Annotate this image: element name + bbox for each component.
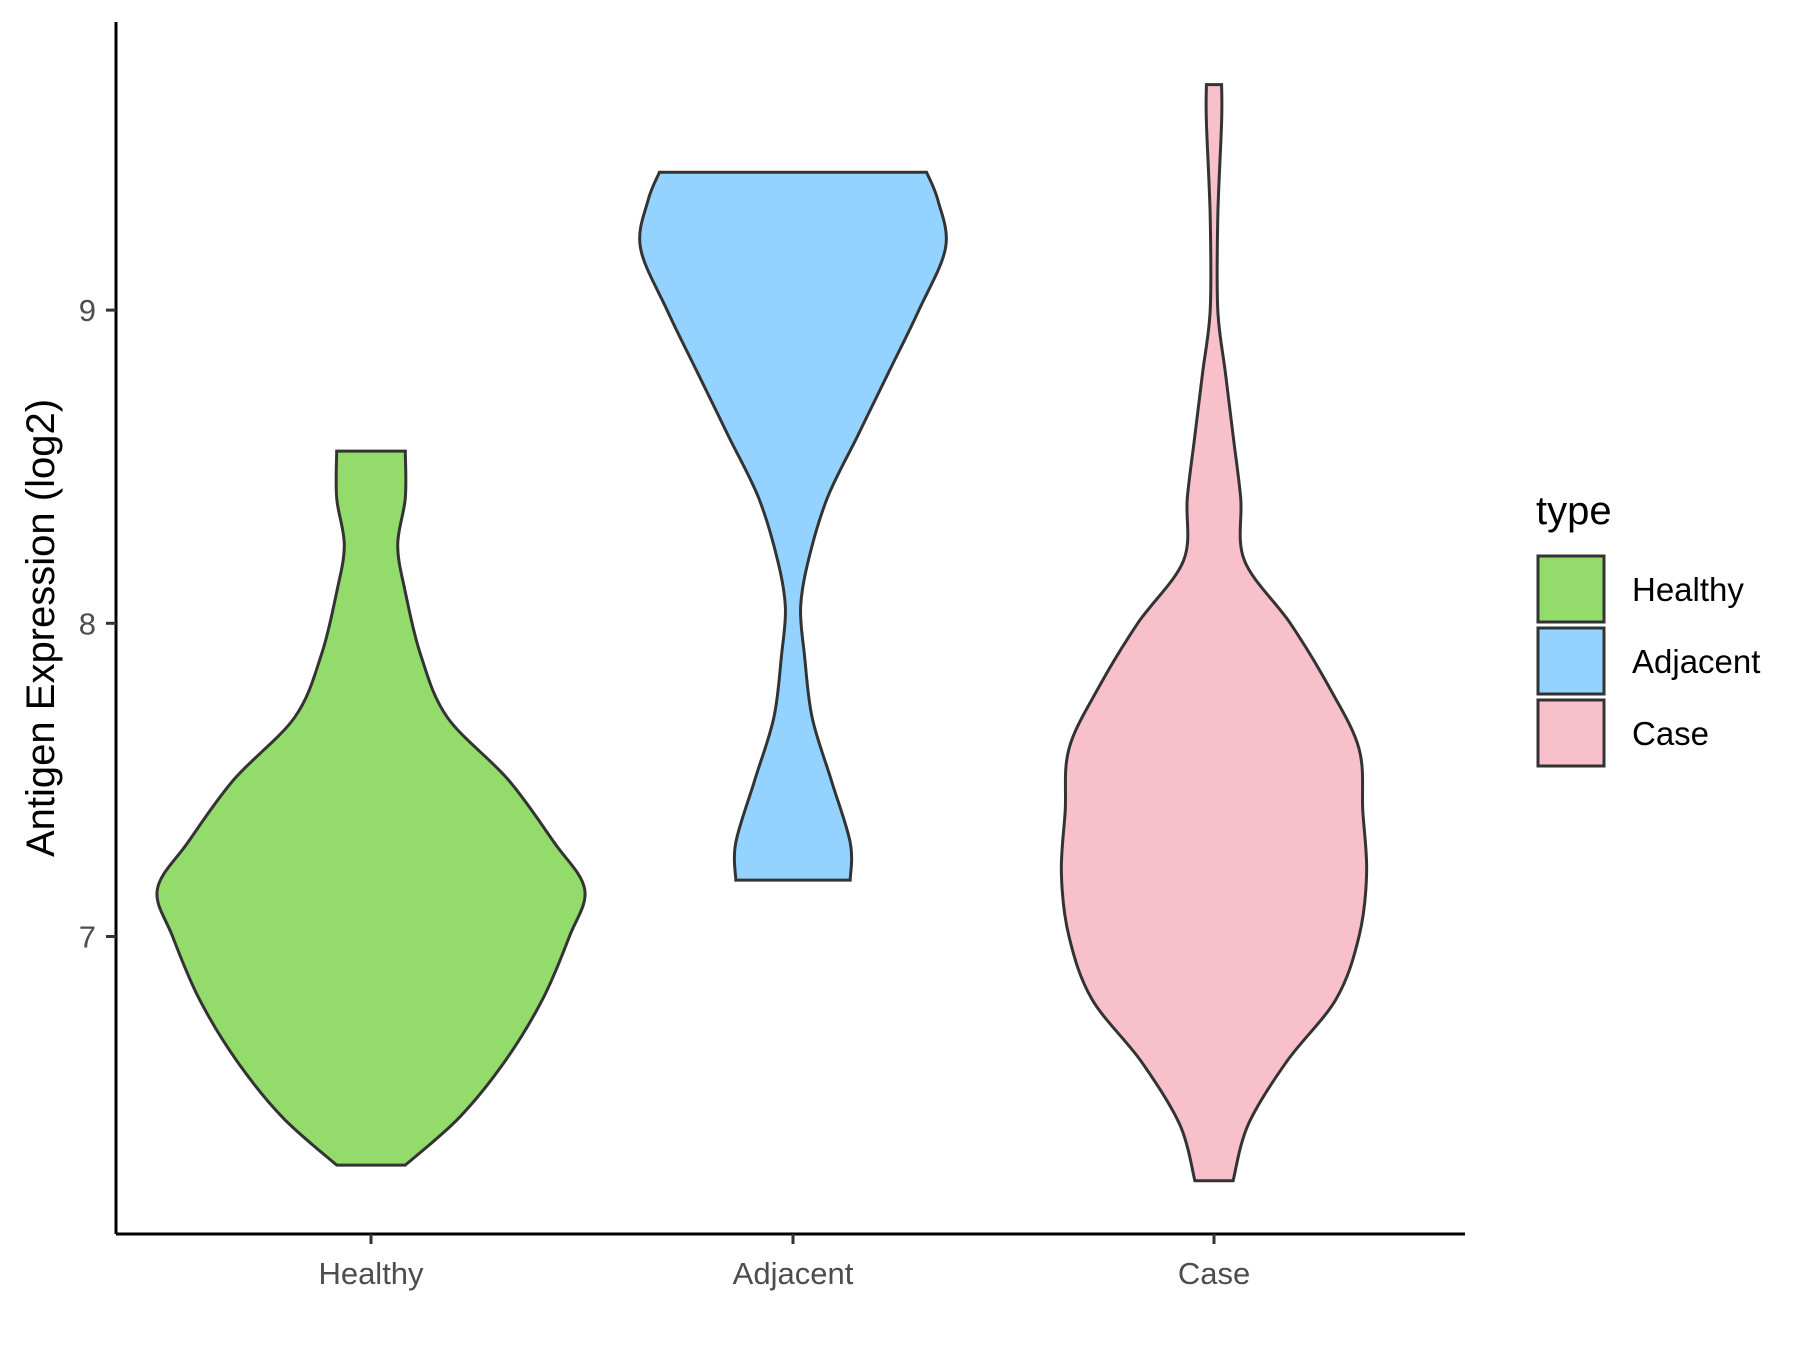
x-tick-label: Case (1178, 1256, 1250, 1291)
y-tick-label: 8 (79, 606, 96, 641)
y-tick-label: 7 (79, 919, 96, 954)
y-axis-ticks: 7 8 9 (79, 293, 116, 954)
violin-healthy (155, 449, 587, 1167)
legend-swatch-case (1536, 698, 1606, 768)
legend: Healthy Adjacent Case (1536, 554, 1760, 768)
legend-label-healthy: Healthy (1632, 571, 1744, 608)
violin-case (1059, 83, 1369, 1183)
legend-swatch-healthy (1536, 554, 1606, 624)
legend-swatch-adjacent (1536, 626, 1606, 696)
y-tick-label: 9 (79, 293, 96, 328)
x-tick-label: Adjacent (733, 1256, 854, 1291)
x-axis-ticks: Healthy Adjacent Case (318, 1234, 1250, 1291)
legend-label-case: Case (1632, 715, 1709, 752)
legend-label-adjacent: Adjacent (1632, 643, 1760, 680)
violin-layer (155, 83, 1369, 1183)
x-tick-label: Healthy (318, 1256, 424, 1291)
legend-title: type (1536, 489, 1612, 533)
violin-adjacent (638, 170, 948, 882)
y-axis-title: Antigen Expression (log2) (19, 399, 63, 857)
